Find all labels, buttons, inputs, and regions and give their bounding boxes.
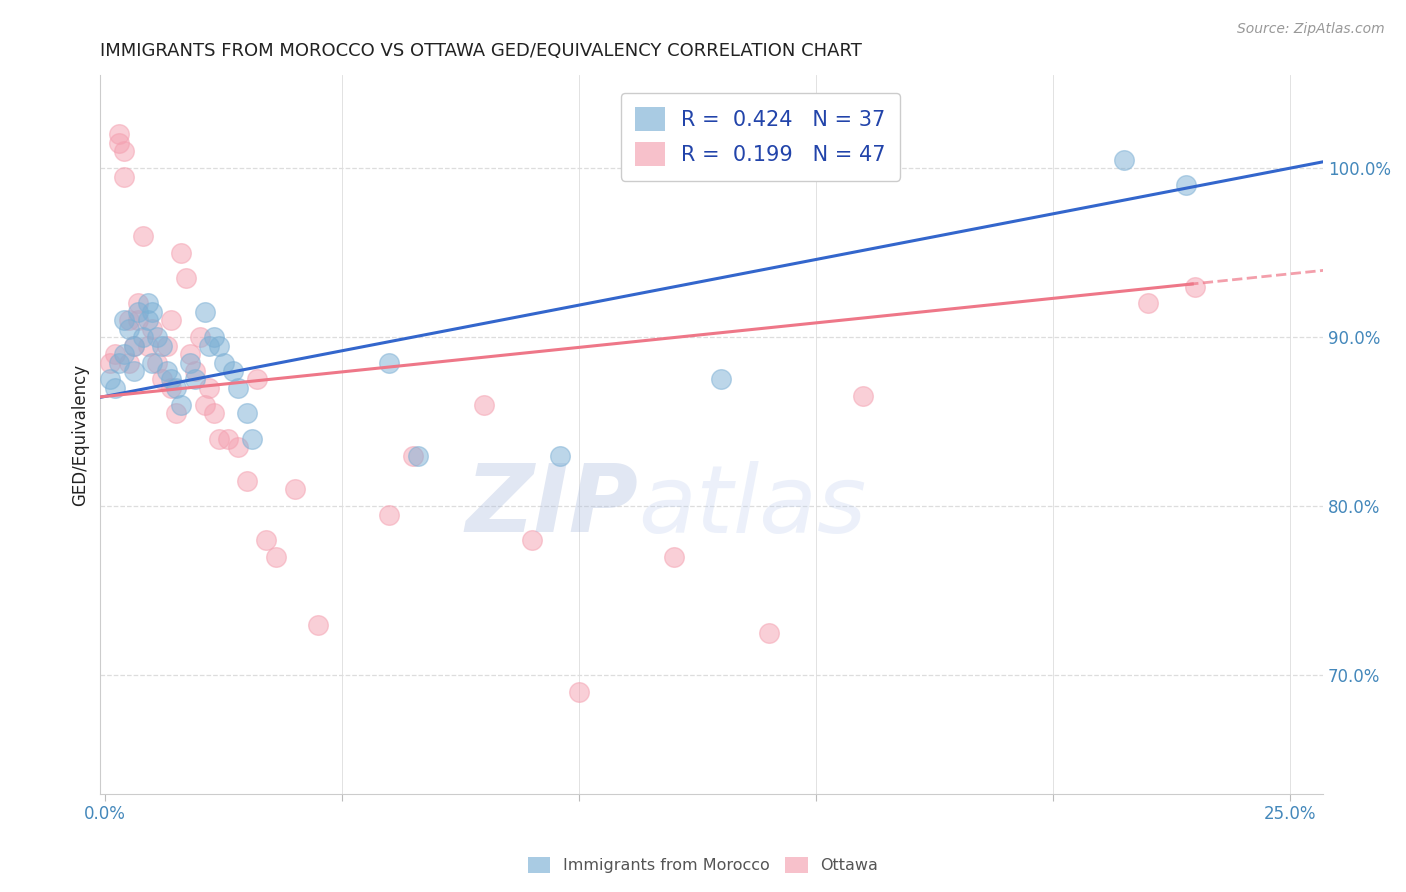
- Point: [118, 322, 141, 336]
- Point: [118, 313, 141, 327]
- Point: [548, 449, 571, 463]
- Point: [136, 313, 159, 327]
- Legend: R =  0.424   N = 37, R =  0.199   N = 47: R = 0.424 N = 37, R = 0.199 N = 47: [621, 93, 900, 180]
- Point: [710, 372, 733, 386]
- Point: [1112, 153, 1135, 167]
- Point: [150, 372, 173, 386]
- Point: [662, 549, 685, 564]
- Point: [136, 296, 159, 310]
- Point: [212, 355, 235, 369]
- Point: [170, 245, 193, 260]
- Point: [98, 372, 121, 386]
- Point: [112, 169, 135, 184]
- Point: [217, 432, 239, 446]
- Point: [165, 381, 187, 395]
- Point: [146, 330, 169, 344]
- Point: [150, 339, 173, 353]
- Point: [184, 372, 207, 386]
- Point: [112, 145, 135, 159]
- Point: [1136, 296, 1159, 310]
- Point: [240, 432, 263, 446]
- Point: [127, 305, 149, 319]
- Point: [568, 685, 591, 699]
- Point: [520, 533, 543, 547]
- Point: [174, 271, 197, 285]
- Point: [112, 347, 135, 361]
- Point: [254, 533, 277, 547]
- Point: [188, 330, 211, 344]
- Y-axis label: GED/Equivalency: GED/Equivalency: [72, 363, 89, 506]
- Point: [122, 339, 145, 353]
- Text: ZIP: ZIP: [465, 460, 638, 552]
- Point: [194, 305, 217, 319]
- Point: [160, 313, 183, 327]
- Point: [406, 449, 429, 463]
- Point: [208, 432, 231, 446]
- Point: [179, 355, 201, 369]
- Point: [226, 381, 249, 395]
- Point: [141, 305, 163, 319]
- Point: [202, 406, 225, 420]
- Point: [160, 381, 183, 395]
- Point: [108, 128, 131, 142]
- Point: [103, 347, 125, 361]
- Point: [758, 626, 780, 640]
- Point: [156, 339, 179, 353]
- Point: [852, 389, 875, 403]
- Point: [1184, 279, 1206, 293]
- Text: atlas: atlas: [638, 461, 866, 552]
- Point: [141, 322, 163, 336]
- Point: [122, 339, 145, 353]
- Point: [402, 449, 425, 463]
- Point: [1174, 178, 1197, 192]
- Legend: Immigrants from Morocco, Ottawa: Immigrants from Morocco, Ottawa: [522, 850, 884, 880]
- Point: [222, 364, 245, 378]
- Point: [127, 313, 149, 327]
- Point: [103, 381, 125, 395]
- Point: [226, 440, 249, 454]
- Point: [160, 372, 183, 386]
- Point: [208, 339, 231, 353]
- Point: [378, 508, 401, 522]
- Point: [198, 339, 221, 353]
- Point: [170, 398, 193, 412]
- Point: [146, 355, 169, 369]
- Point: [127, 296, 149, 310]
- Point: [132, 228, 155, 243]
- Point: [108, 136, 131, 150]
- Point: [141, 355, 163, 369]
- Point: [307, 617, 329, 632]
- Point: [98, 355, 121, 369]
- Text: IMMIGRANTS FROM MOROCCO VS OTTAWA GED/EQUIVALENCY CORRELATION CHART: IMMIGRANTS FROM MOROCCO VS OTTAWA GED/EQ…: [100, 42, 862, 60]
- Point: [136, 339, 159, 353]
- Point: [108, 355, 131, 369]
- Point: [194, 398, 217, 412]
- Point: [246, 372, 269, 386]
- Point: [236, 474, 259, 488]
- Point: [472, 398, 495, 412]
- Point: [378, 355, 401, 369]
- Point: [156, 364, 179, 378]
- Text: Source: ZipAtlas.com: Source: ZipAtlas.com: [1237, 22, 1385, 37]
- Point: [184, 364, 207, 378]
- Point: [112, 313, 135, 327]
- Point: [202, 330, 225, 344]
- Point: [264, 549, 287, 564]
- Point: [179, 347, 201, 361]
- Point: [122, 364, 145, 378]
- Point: [236, 406, 259, 420]
- Point: [284, 483, 307, 497]
- Point: [165, 406, 187, 420]
- Point: [118, 355, 141, 369]
- Point: [198, 381, 221, 395]
- Point: [132, 330, 155, 344]
